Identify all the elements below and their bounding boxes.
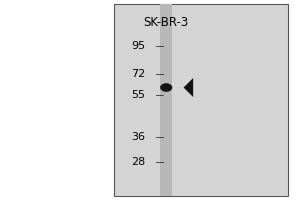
Text: 36: 36 xyxy=(131,132,145,142)
Polygon shape xyxy=(184,78,193,97)
Text: 72: 72 xyxy=(131,69,145,79)
Text: 55: 55 xyxy=(131,90,145,100)
Ellipse shape xyxy=(160,83,172,92)
Text: 95: 95 xyxy=(131,41,145,51)
Text: SK-BR-3: SK-BR-3 xyxy=(144,16,189,29)
FancyBboxPatch shape xyxy=(160,4,172,196)
FancyBboxPatch shape xyxy=(114,4,288,196)
Text: 28: 28 xyxy=(131,157,145,167)
